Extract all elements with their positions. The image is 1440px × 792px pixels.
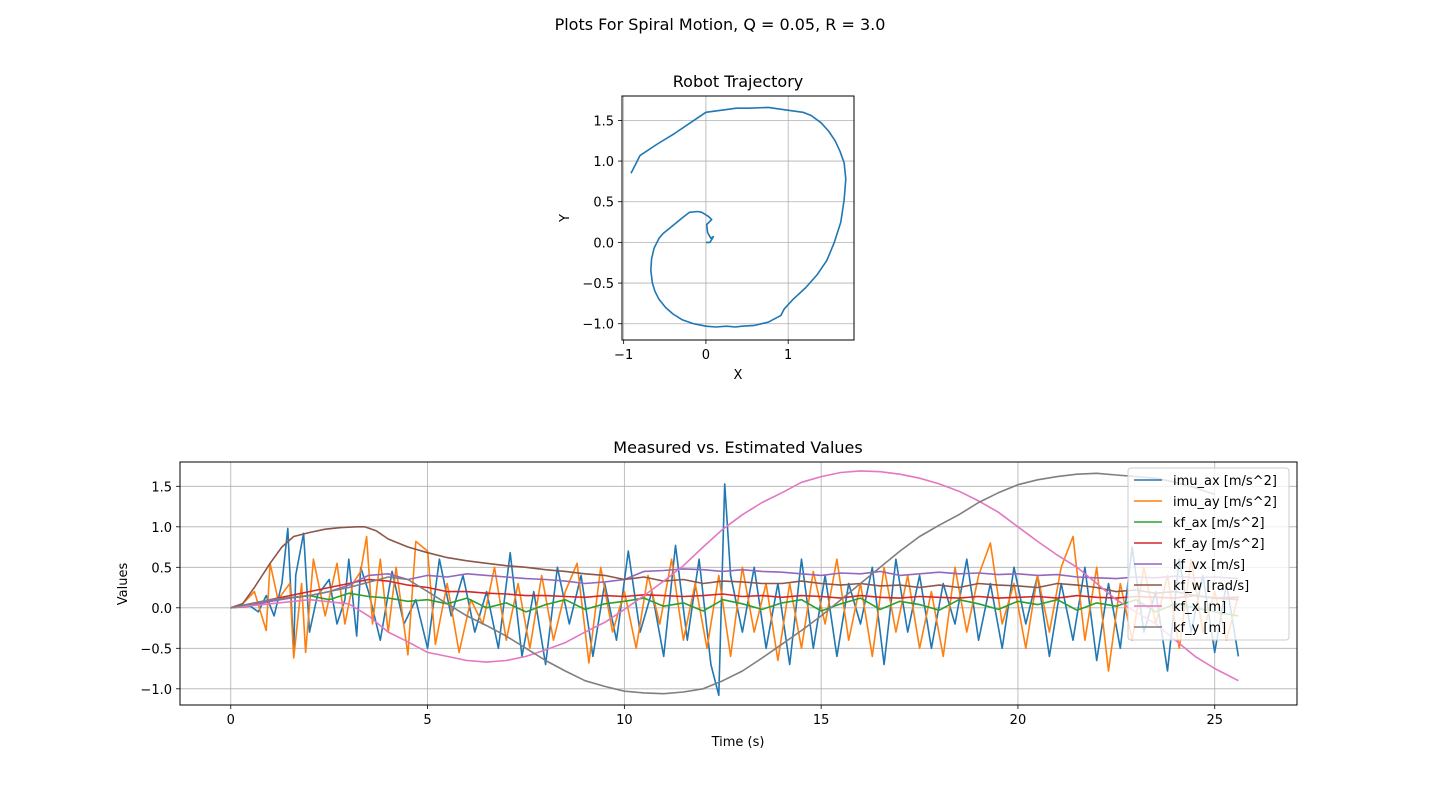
series-line-imu-ay (230, 535, 1240, 672)
series-line-kf-w (230, 525, 1239, 609)
series-line-trajectory (630, 106, 847, 328)
trajectory-ticks: −1 0 1 −1.0 −0.5 0.0 0.5 1.0 1.5 (582, 114, 792, 363)
legend-label: kf_x [m] (1173, 600, 1226, 615)
trajectory-x-tick-label: −1 (614, 348, 633, 363)
legend-label: imu_ax [m/s^2] (1173, 474, 1277, 489)
measured-estimated-y-axis-label: Values (116, 563, 131, 606)
trajectory-y-tick-label: 1.0 (593, 155, 614, 170)
measured-estimated-y-tick-label: −1.0 (140, 683, 172, 698)
trajectory-y-tick-label: 1.5 (593, 114, 614, 129)
series-line-kf-ay (230, 578, 1239, 609)
figure-suptitle: Plots For Spiral Motion, Q = 0.05, R = 3… (555, 15, 886, 34)
measured-estimated-chart-title: Measured vs. Estimated Values (613, 438, 862, 457)
measured-estimated-plot-frame (179, 461, 1298, 706)
measured-estimated-x-tick-label: 15 (813, 713, 830, 728)
legend-box (1127, 467, 1290, 641)
trajectory-y-axis-label: Y (558, 214, 573, 223)
trajectory-plot-frame (621, 95, 855, 341)
series-line-kf-ax (230, 592, 1239, 617)
series-line-kf-y (230, 472, 1215, 695)
trajectory-gridlines (622, 96, 854, 340)
trajectory-x-tick-label: 0 (702, 348, 710, 363)
measured-estimated-x-axis-label: Time (s) (711, 735, 765, 750)
trajectory-y-tick-label: 0.0 (593, 236, 614, 251)
measured-estimated-series (230, 470, 1240, 697)
trajectory-y-tick-label: 0.5 (593, 196, 614, 211)
measured-estimated-gridlines (180, 462, 1297, 705)
measured-estimated-chart: Measured vs. Estimated Values 0 5 10 15 20 25… (116, 438, 1298, 750)
measured-estimated-x-tick-label: 25 (1206, 713, 1223, 728)
legend-label: imu_ay [m/s^2] (1173, 495, 1277, 510)
measured-estimated-y-tick-label: 1.0 (151, 521, 172, 536)
legend-label: kf_ax [m/s^2] (1173, 516, 1265, 531)
legend-label: kf_w [rad/s] (1173, 579, 1249, 594)
trajectory-chart-title: Robot Trajectory (673, 72, 804, 91)
measured-estimated-ticks: 0 5 10 15 20 25 −1.0 −0.5 0.0 0.5 1.0 1.5 (140, 480, 1223, 728)
trajectory-series (630, 106, 847, 328)
legend-label: kf_y [m] (1173, 621, 1226, 636)
trajectory-x-axis-label: X (734, 368, 743, 383)
legend-label: kf_vx [m/s] (1173, 558, 1245, 573)
measured-estimated-y-tick-label: 0.5 (151, 561, 172, 576)
series-line-kf-vx (230, 568, 1239, 609)
trajectory-chart: Robot Trajectory −1 0 1 −1.0 −0.5 0.0 0.5 1.0 1.… (558, 72, 855, 383)
measured-estimated-x-tick-label: 0 (227, 713, 235, 728)
trajectory-y-tick-label: −1.0 (582, 318, 614, 333)
trajectory-x-tick-label: 1 (784, 348, 792, 363)
trajectory-y-tick-label: −0.5 (582, 277, 614, 292)
series-line-imu-ax (230, 483, 1240, 697)
measured-estimated-x-tick-label: 10 (616, 713, 633, 728)
legend-label: kf_ay [m/s^2] (1173, 537, 1265, 552)
measured-estimated-y-tick-label: 0.0 (151, 602, 172, 617)
measured-estimated-x-tick-label: 20 (1010, 713, 1027, 728)
series-line-kf-x (230, 470, 1239, 682)
chart-legend: imu_ax [m/s^2] imu_ay [m/s^2] kf_ax [m/s^2… (1127, 467, 1290, 641)
measured-estimated-x-tick-label: 5 (423, 713, 431, 728)
measured-estimated-y-tick-label: −0.5 (140, 642, 172, 657)
measured-estimated-y-tick-label: 1.5 (151, 480, 172, 495)
